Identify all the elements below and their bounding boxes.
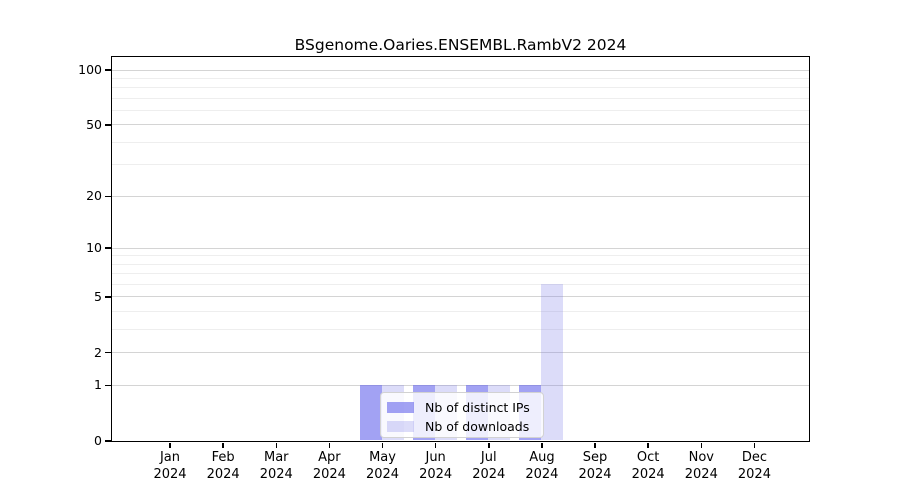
x-tick-label: Sep 2024 bbox=[578, 450, 612, 482]
x-tick-label: Jul 2024 bbox=[472, 450, 506, 482]
minor-gridline bbox=[111, 263, 809, 265]
x-tick-mark bbox=[700, 442, 703, 448]
chart-title: BSgenome.Oaries.ENSEMBL.RambV2 2024 bbox=[294, 36, 627, 54]
major-gridline bbox=[111, 352, 809, 354]
x-tick-mark bbox=[753, 442, 756, 448]
y-tick-label: 20 bbox=[86, 188, 102, 204]
x-tick-mark bbox=[328, 442, 331, 448]
y-tick-mark bbox=[104, 296, 111, 298]
bar-downloads bbox=[541, 284, 564, 441]
y-tick-mark bbox=[104, 195, 111, 197]
legend-entry-downloads: Nb of downloads bbox=[387, 417, 537, 436]
minor-gridline bbox=[111, 273, 809, 275]
x-tick-label: May 2024 bbox=[365, 450, 400, 482]
y-tick-label: 5 bbox=[94, 288, 102, 304]
x-tick-mark bbox=[381, 442, 384, 448]
x-tick-label: Mar 2024 bbox=[259, 450, 293, 482]
minor-gridline bbox=[111, 284, 809, 286]
minor-gridline bbox=[111, 87, 809, 89]
y-tick-label: 0 bbox=[94, 433, 102, 448]
legend-label-downloads: Nb of downloads bbox=[425, 419, 530, 434]
y-tick-label: 100 bbox=[78, 62, 102, 77]
x-tick-label: Jun 2024 bbox=[419, 450, 453, 482]
major-gridline bbox=[111, 296, 809, 298]
x-tick-label: Jan 2024 bbox=[153, 450, 187, 482]
y-tick-mark bbox=[104, 351, 111, 354]
y-tick-mark bbox=[104, 247, 111, 249]
x-tick-mark bbox=[275, 442, 277, 448]
distinct-ips-swatch-icon bbox=[387, 402, 414, 413]
major-gridline bbox=[111, 247, 809, 249]
legend-entry-distinct-ips: Nb of distinct IPs bbox=[387, 398, 537, 417]
minor-gridline bbox=[111, 141, 809, 143]
minor-gridline bbox=[111, 77, 809, 79]
x-tick-mark bbox=[594, 442, 596, 448]
legend: Nb of distinct IPs Nb of downloads bbox=[380, 392, 544, 438]
x-tick-label: Apr 2024 bbox=[312, 450, 346, 482]
legend-label-distinct-ips: Nb of distinct IPs bbox=[425, 400, 530, 415]
y-tick-mark bbox=[104, 69, 111, 71]
downloads-swatch-icon bbox=[387, 421, 414, 432]
plot-area bbox=[110, 55, 810, 442]
y-tick-mark bbox=[104, 124, 111, 126]
x-tick-label: Oct 2024 bbox=[631, 450, 665, 482]
bar-distinct-ips bbox=[360, 384, 383, 441]
minor-gridline bbox=[111, 164, 809, 166]
minor-gridline bbox=[111, 311, 809, 313]
y-tick-label: 2 bbox=[94, 344, 102, 360]
x-tick-mark bbox=[488, 442, 490, 448]
x-tick-label: Dec 2024 bbox=[737, 450, 771, 482]
x-tick-mark bbox=[647, 442, 649, 448]
minor-gridline bbox=[111, 97, 809, 99]
x-tick-mark bbox=[222, 442, 224, 448]
x-tick-label: Feb 2024 bbox=[206, 450, 240, 482]
major-gridline bbox=[111, 195, 809, 197]
y-tick-mark bbox=[104, 384, 111, 387]
minor-gridline bbox=[111, 329, 809, 331]
x-tick-mark bbox=[434, 442, 437, 448]
major-gridline bbox=[111, 124, 809, 126]
y-tick-mark bbox=[104, 440, 111, 442]
x-tick-label: Nov 2024 bbox=[684, 450, 718, 482]
y-tick-label: 50 bbox=[86, 116, 102, 132]
x-tick-label: Aug 2024 bbox=[525, 450, 559, 482]
x-tick-mark bbox=[169, 442, 171, 448]
minor-gridline bbox=[111, 255, 809, 257]
plot-canvas bbox=[111, 57, 809, 441]
minor-gridline bbox=[111, 110, 809, 112]
major-gridline bbox=[111, 384, 809, 386]
major-gridline bbox=[111, 69, 809, 71]
x-tick-mark bbox=[541, 442, 543, 448]
y-tick-label: 1 bbox=[94, 377, 102, 393]
y-tick-label: 10 bbox=[86, 240, 102, 256]
